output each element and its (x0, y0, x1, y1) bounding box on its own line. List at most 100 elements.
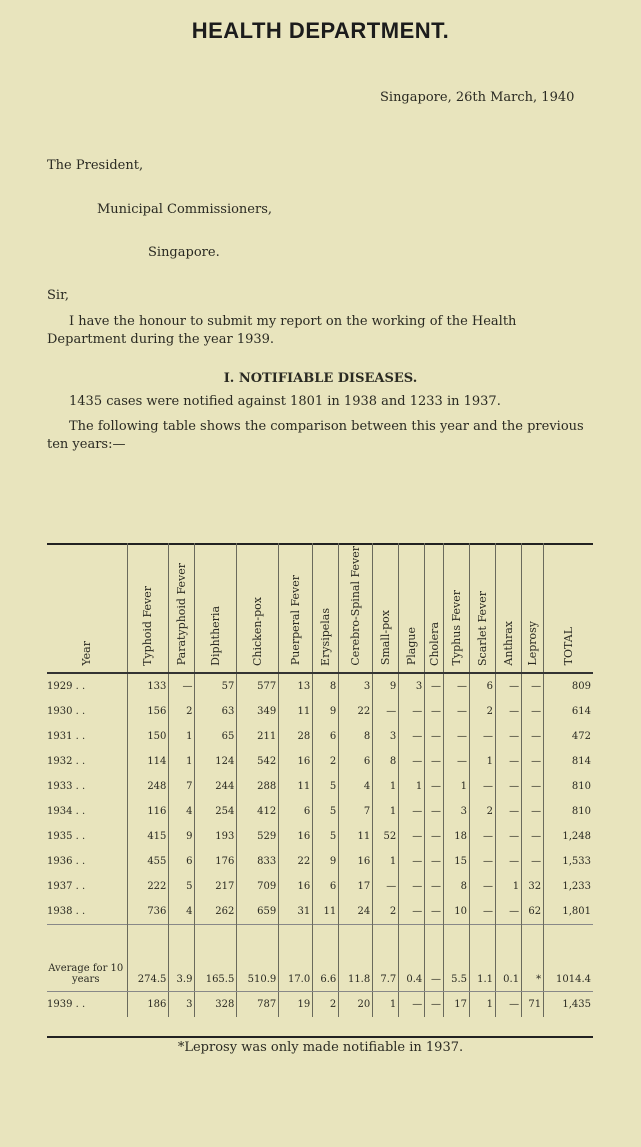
table-cell: 787 (236, 991, 279, 1017)
column-header: Plague (398, 543, 425, 674)
column-header-label: Leprosy (526, 621, 540, 666)
table-cell: 472 (543, 723, 593, 749)
table-cell: 10 (442, 898, 470, 925)
table-cell: — (398, 748, 425, 774)
table-intro: The following table shows the comparison… (47, 419, 584, 452)
table-cell: — (424, 823, 444, 849)
table-cell: — (521, 698, 544, 724)
table-cell: 9 (168, 823, 195, 849)
table-cell: 5.5 (442, 923, 470, 992)
table-cell: 1.1 (468, 923, 496, 992)
table-cell: 810 (543, 773, 593, 799)
table-cell: — (495, 823, 522, 849)
table-cell: — (424, 672, 444, 699)
column-header: Chicken-pox (236, 543, 279, 674)
table-cell: 542 (236, 748, 279, 774)
table-cell: 1,801 (543, 898, 593, 925)
table-row: 1937 . . 222 5 217 709 16 6 17— — —8—1 32 1,233 (47, 873, 593, 899)
table-cell: 6 (338, 748, 373, 774)
table-cell: 114 (126, 748, 169, 774)
table-cell: — (168, 672, 195, 699)
table-cell: — (468, 848, 496, 874)
table-row: 1938 . . 736 4 262 659 31 11 24 2— —10— —62 1,801 (47, 898, 593, 925)
table-row: 1929 . . 133—57 577 13 8 3 9 3— —6— —809 (47, 672, 593, 699)
table-cell: 11 (338, 823, 373, 849)
table-cell: — (424, 923, 444, 992)
table-cell: — (398, 898, 425, 925)
table-cell: 71 (521, 991, 544, 1017)
table-cell: 32 (521, 873, 544, 899)
table-cell: 1929 . . (47, 680, 86, 692)
section-heading: I. NOTIFIABLE DISEASES. (223, 371, 418, 386)
table-cell: 16 (338, 848, 373, 874)
table-cell: 1930 . . (47, 705, 86, 717)
table-cell: 5 (312, 773, 339, 799)
table-cell: 244 (194, 773, 237, 799)
table-cell: 124 (194, 748, 237, 774)
table-row: 1934 . . 116 4 254 412 6 5 7 1— —3 2— —810 (47, 798, 593, 824)
table-row: 1935 . . 415 9 193 529 16 5 11 52— —18— — —1,248 (47, 823, 593, 849)
table-cell: 150 (126, 723, 169, 749)
date-line: Singapore, 26th March, 1940 (380, 90, 575, 105)
table-cell: 11 (278, 773, 313, 799)
table-cell: — (495, 698, 522, 724)
table-cell: 133 (126, 672, 169, 699)
column-header: Puerperal Fever (278, 543, 313, 674)
table-cell: 62 (521, 898, 544, 925)
table-cell: 11 (278, 698, 313, 724)
table-cell: * (521, 923, 544, 992)
table-cell: 156 (126, 698, 169, 724)
table-cell: 217 (194, 873, 237, 899)
table-cell: — (521, 723, 544, 749)
column-header-label: Small-pox (379, 610, 393, 666)
column-header: TOTAL (543, 543, 593, 674)
table-cell: 9 (312, 848, 339, 874)
column-header-label: Diphtheria (209, 605, 223, 666)
table-cell: 16 (278, 873, 313, 899)
table-cell: 810 (543, 798, 593, 824)
table-cell: 24 (338, 898, 373, 925)
table-cell: 1939 . . (47, 998, 86, 1010)
column-header-label: Year (80, 640, 94, 666)
table-cell: — (398, 798, 425, 824)
table-cell: 2 (468, 698, 496, 724)
table-cell: 1 (442, 773, 470, 799)
table-cell: 11.8 (338, 923, 373, 992)
table-cell: 16 (278, 748, 313, 774)
table-cell: — (398, 991, 425, 1017)
table-cell: 165.5 (194, 923, 237, 992)
table-cell: 529 (236, 823, 279, 849)
column-header: Anthrax (495, 543, 522, 674)
table-cell: 9 (312, 698, 339, 724)
table-cell: 1,533 (543, 848, 593, 874)
table-cell: 7 (168, 773, 195, 799)
table-cell: 19 (278, 991, 313, 1017)
table-cell: Average for 10 years (47, 923, 127, 992)
table-cell: 3 (168, 991, 195, 1017)
table-cell: 262 (194, 898, 237, 925)
table-cell: 2 (312, 991, 339, 1017)
table-cell: 4 (168, 898, 195, 925)
table-cell: — (495, 672, 522, 699)
table-cell: 1 (372, 798, 399, 824)
table-cell: — (424, 748, 444, 774)
table-row: 1936 . . 455 6 176 833 22 9 16 1— —15— — —1,533 (47, 848, 593, 874)
table-cell: 736 (126, 898, 169, 925)
table-cell: 1938 . . (47, 905, 86, 917)
table-cell: — (495, 748, 522, 774)
table-cell: 7.7 (372, 923, 399, 992)
table-cell: 65 (194, 723, 237, 749)
table-cell: — (521, 748, 544, 774)
table-cell: 1 (495, 873, 522, 899)
table-cell: — (521, 848, 544, 874)
column-header: Cerebro-Spinal Fever (338, 543, 373, 674)
table-cell: 222 (126, 873, 169, 899)
table-row: 1932 . . 114 1 124 542 16 2 6 8— — —1— —814 (47, 748, 593, 774)
table-cell: 1932 . . (47, 755, 86, 767)
table-cell: 709 (236, 873, 279, 899)
column-header: Year (47, 543, 127, 674)
table-cell: 1 (372, 773, 399, 799)
column-header-label: TOTAL (562, 627, 576, 666)
table-cell: 2 (372, 898, 399, 925)
table-cell: 8 (372, 748, 399, 774)
